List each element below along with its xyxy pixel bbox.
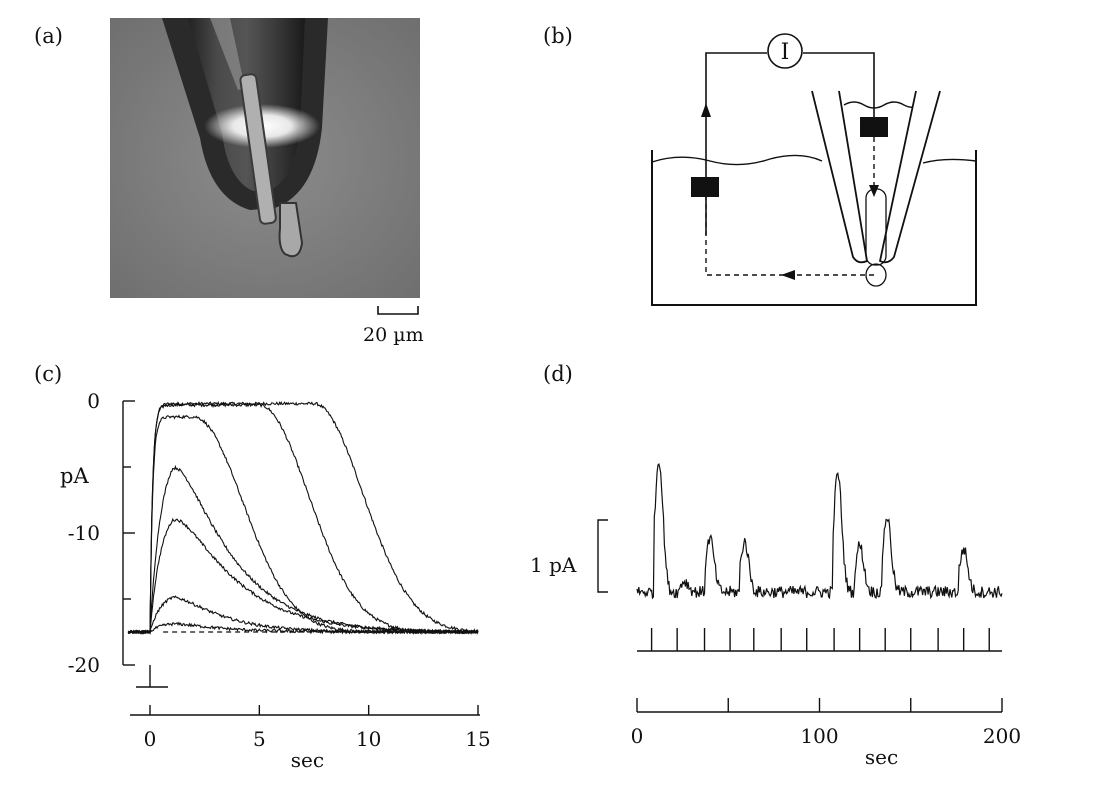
current-symbol: I [781, 40, 790, 65]
y-tick-label: -10 [68, 521, 100, 545]
panel-c-label: (c) [34, 362, 63, 386]
x-tick-label: 100 [800, 724, 838, 748]
pipette-electrode [860, 117, 888, 137]
y-tick-label: -20 [68, 653, 100, 677]
scale-bar [377, 306, 419, 315]
x-axis-label: sec [865, 745, 898, 769]
panel-a-label: (a) [34, 24, 63, 48]
response-trace [127, 400, 479, 635]
x-tick-label: 0 [631, 724, 644, 748]
current-scale-bar [597, 519, 608, 593]
panel-d-label: (d) [543, 362, 573, 386]
chart-c: 0 -10 -20 pA 0 5 10 15 sec [60, 389, 491, 772]
x-tick-label: 200 [983, 724, 1021, 748]
x-tick-label: 15 [465, 727, 490, 751]
x-tick-label: 5 [253, 727, 266, 751]
x-tick-label: 0 [144, 727, 157, 751]
stimulus-marker [136, 665, 168, 688]
scale-bar-label: 20 µm [363, 324, 424, 346]
response-trace [127, 621, 479, 635]
response-trace [127, 464, 479, 635]
micrograph-image [110, 18, 420, 298]
x-tick-label: 10 [356, 727, 381, 751]
current-scale-label: 1 pA [530, 553, 577, 577]
response-trace [127, 414, 479, 635]
response-trace [636, 462, 1003, 600]
y-tick-label: 0 [87, 389, 100, 413]
panel-b-label: (b) [543, 24, 573, 48]
recording-schematic: I [651, 33, 977, 306]
bath-electrode [691, 177, 719, 197]
x-axis-label: sec [291, 748, 324, 772]
y-axis-label: pA [60, 464, 89, 488]
chart-d: 1 pA 0 100 200 sec [530, 462, 1021, 769]
